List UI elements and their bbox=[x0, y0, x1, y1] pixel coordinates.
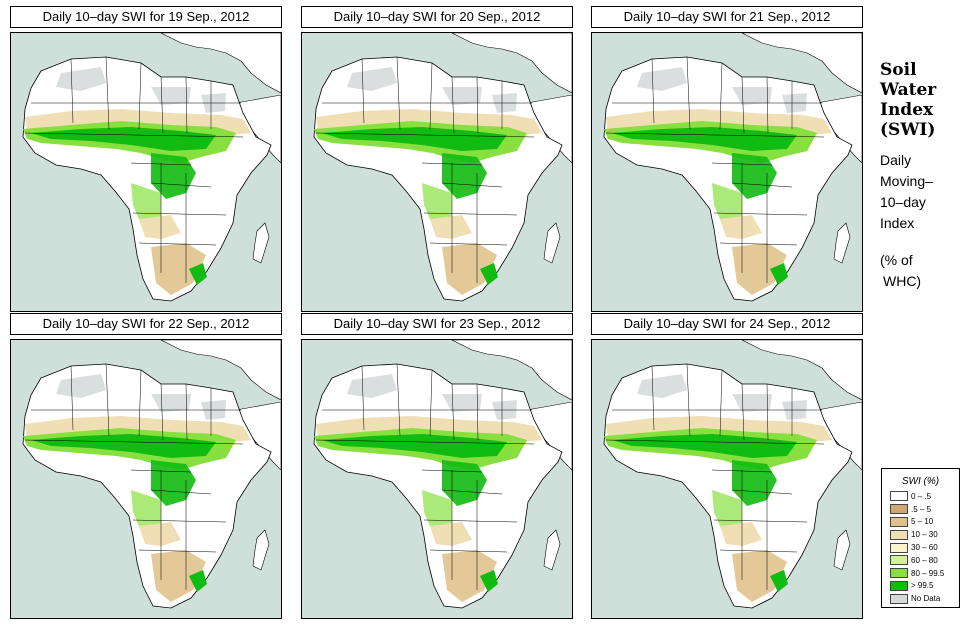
legend-item: 60 – 80 bbox=[882, 554, 959, 567]
desc-line: Moving– bbox=[880, 173, 933, 189]
legend-item: No Data bbox=[882, 592, 959, 605]
swi-map bbox=[301, 339, 573, 619]
legend-swatch bbox=[890, 593, 908, 604]
legend-label: 80 – 99.5 bbox=[911, 568, 945, 578]
panel-title: Daily 10–day SWI for 22 Sep., 2012 bbox=[10, 313, 282, 335]
legend-label: 60 – 80 bbox=[911, 555, 938, 565]
unit-line: WHC) bbox=[883, 273, 922, 289]
panel-title: Daily 10–day SWI for 21 Sep., 2012 bbox=[591, 6, 863, 28]
legend-label: .5 – 5 bbox=[911, 504, 932, 514]
legend-label: 5 – 10 bbox=[911, 517, 934, 527]
swi-map bbox=[301, 32, 573, 312]
swi-legend: SWI (%) 0 – .5 .5 – 5 5 – 10 10 – 30 30 … bbox=[881, 468, 960, 608]
panel-title: Daily 10–day SWI for 23 Sep., 2012 bbox=[301, 313, 573, 335]
desc-line: Index bbox=[880, 215, 915, 231]
index-title: Soil Water Index (SWI) bbox=[880, 60, 960, 140]
legend-swatch bbox=[890, 529, 908, 540]
legend-label: 30 – 60 bbox=[911, 543, 938, 553]
index-title-line: Soil bbox=[880, 60, 917, 80]
legend-swatch bbox=[890, 491, 908, 502]
legend-swatch bbox=[890, 542, 908, 553]
index-title-line: Water bbox=[880, 80, 937, 100]
legend-swatch bbox=[890, 568, 908, 579]
legend-swatch bbox=[890, 580, 908, 591]
legend-label: No Data bbox=[911, 594, 941, 604]
swi-map bbox=[10, 32, 282, 312]
map-panel: Daily 10–day SWI for 22 Sep., 2012 bbox=[10, 313, 282, 619]
legend-item: 0 – .5 bbox=[882, 490, 959, 503]
map-panel: Daily 10–day SWI for 19 Sep., 2012 bbox=[10, 6, 282, 312]
legend-item: 5 – 10 bbox=[882, 516, 959, 529]
legend-swatch bbox=[890, 504, 908, 515]
index-description: Daily Moving– 10–day Index (% of WHC) bbox=[880, 150, 960, 292]
legend-item: .5 – 5 bbox=[882, 503, 959, 516]
desc-line: Daily bbox=[880, 152, 912, 168]
panel-title: Daily 10–day SWI for 19 Sep., 2012 bbox=[10, 6, 282, 28]
map-panel: Daily 10–day SWI for 24 Sep., 2012 bbox=[591, 313, 863, 619]
map-panel: Daily 10–day SWI for 21 Sep., 2012 bbox=[591, 6, 863, 312]
unit-line: (% of bbox=[880, 252, 913, 268]
legend-item: 10 – 30 bbox=[882, 528, 959, 541]
legend-title: SWI (%) bbox=[901, 476, 940, 487]
legend-swatch bbox=[890, 555, 908, 566]
index-title-line: Index bbox=[880, 100, 934, 120]
panel-title: Daily 10–day SWI for 24 Sep., 2012 bbox=[591, 313, 863, 335]
map-panel: Daily 10–day SWI for 23 Sep., 2012 bbox=[301, 313, 573, 619]
swi-map bbox=[591, 339, 863, 619]
legend-label: 0 – .5 bbox=[911, 491, 932, 501]
map-panel: Daily 10–day SWI for 20 Sep., 2012 bbox=[301, 6, 573, 312]
legend-label: 10 – 30 bbox=[911, 530, 938, 540]
legend-swatch bbox=[890, 516, 908, 527]
legend-item: > 99.5 bbox=[882, 580, 959, 593]
swi-map bbox=[10, 339, 282, 619]
panel-title: Daily 10–day SWI for 20 Sep., 2012 bbox=[301, 6, 573, 28]
swi-map bbox=[591, 32, 863, 312]
legend-item: 30 – 60 bbox=[882, 541, 959, 554]
desc-line: 10–day bbox=[880, 194, 926, 210]
legend-item: 80 – 99.5 bbox=[882, 567, 959, 580]
index-title-line: (SWI) bbox=[880, 120, 936, 140]
legend-label: > 99.5 bbox=[911, 581, 934, 591]
